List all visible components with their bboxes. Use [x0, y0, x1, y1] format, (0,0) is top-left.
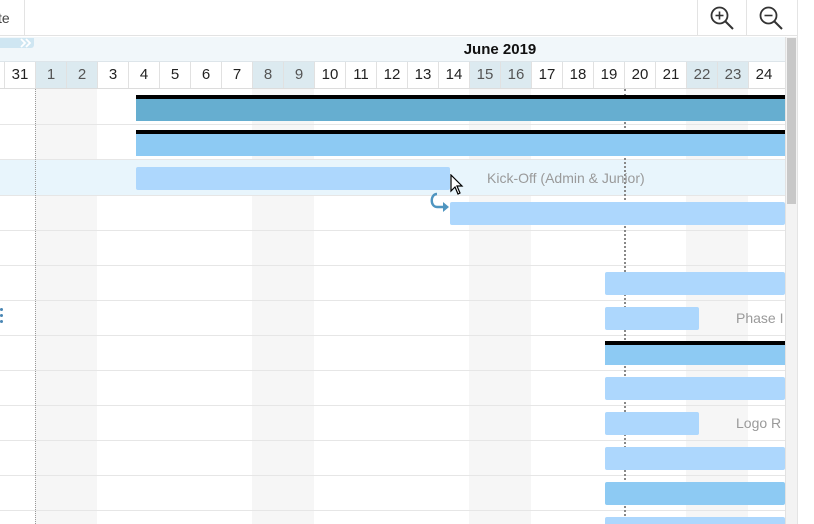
month-label: June 2019	[463, 41, 537, 58]
day-header-cell: 3	[97, 62, 128, 88]
day-header: 31 1 2 3 4 5 6 7 8 9 10 11 12 13 14 15 16 17 18 19 20 21 22 23 2…	[0, 62, 785, 89]
logo-task-bar[interactable]	[605, 412, 699, 435]
task-bar[interactable]	[605, 272, 785, 295]
collapse-panel-button[interactable]	[0, 38, 34, 48]
project-summary-bar[interactable]	[136, 99, 785, 121]
dependency-arrow-icon[interactable]	[428, 191, 452, 215]
row-divider	[0, 195, 785, 196]
day-header-cell: 15	[469, 62, 500, 88]
phase-task-bar[interactable]	[605, 307, 699, 330]
kickoff-task-label: Kick-Off (Admin & Junior)	[487, 170, 645, 186]
column-header-fragment: te	[0, 0, 25, 36]
task-bar[interactable]	[605, 377, 785, 400]
task-bar[interactable]	[450, 202, 785, 225]
row-divider	[0, 159, 785, 160]
parent-task-bar[interactable]	[605, 345, 785, 365]
kickoff-task-bar[interactable]	[136, 167, 450, 190]
day-header-cell: 21	[655, 62, 686, 88]
day-header-cell: 10	[314, 62, 345, 88]
row-divider	[0, 124, 785, 125]
row-divider	[0, 335, 785, 336]
summary-bar-cap	[136, 95, 785, 99]
day-header-cell: 22	[686, 62, 717, 88]
zoom-in-icon	[710, 6, 734, 30]
day-header-cell: 5	[159, 62, 190, 88]
gantt-chart-body[interactable]: Kick-Off (Admin & Junior) Phase I Logo R	[0, 89, 785, 524]
logo-task-label: Logo R	[736, 415, 782, 431]
day-header-cell: 23	[717, 62, 748, 88]
day-header-cell: 31	[4, 62, 35, 88]
parent-bar-cap	[605, 341, 785, 345]
day-header-cell: 24	[748, 62, 779, 88]
day-header-cell: 9	[283, 62, 314, 88]
row-divider	[0, 230, 785, 231]
parent-task-bar[interactable]	[136, 134, 785, 156]
scrollbar-thumb[interactable]	[787, 38, 796, 204]
task-bar[interactable]	[605, 447, 785, 470]
zoom-in-button[interactable]	[697, 0, 746, 36]
row-divider	[0, 440, 785, 441]
vertical-scrollbar[interactable]	[785, 37, 797, 524]
zoom-out-button[interactable]	[746, 0, 795, 36]
day-header-cell: 19	[593, 62, 624, 88]
task-bar[interactable]	[605, 517, 785, 524]
project-start-line	[35, 89, 36, 524]
task-bar[interactable]	[605, 482, 785, 505]
day-header-cell: 17	[531, 62, 562, 88]
zoom-out-icon	[759, 6, 783, 30]
row-divider	[0, 405, 785, 406]
splitter-handle[interactable]	[0, 308, 4, 328]
day-header-cell: 14	[438, 62, 469, 88]
day-header-cell: 7	[221, 62, 252, 88]
month-header: June 2019	[0, 37, 785, 62]
day-header-cell: 18	[562, 62, 593, 88]
weekend-column	[35, 89, 97, 524]
row-divider	[0, 370, 785, 371]
gantt-toolbar: te	[0, 0, 814, 36]
today-marker	[624, 89, 626, 524]
day-header-cell: 12	[376, 62, 407, 88]
parent-bar-cap	[136, 130, 785, 134]
chevron-right-icon	[20, 38, 32, 48]
row-divider	[0, 300, 785, 301]
day-header-cell: 20	[624, 62, 655, 88]
row-divider	[0, 265, 785, 266]
day-header-cell: 4	[128, 62, 159, 88]
day-header-cell: 16	[500, 62, 531, 88]
day-header-cell: 2	[66, 62, 97, 88]
phase-task-label: Phase I	[736, 310, 784, 326]
day-header-cell: 13	[407, 62, 438, 88]
day-header-cell: 6	[190, 62, 221, 88]
mouse-cursor-icon	[450, 174, 464, 195]
day-header-cell: 8	[252, 62, 283, 88]
row-divider	[0, 475, 785, 476]
day-header-cell: 1	[35, 62, 66, 88]
row-divider	[0, 510, 785, 511]
day-header-cell: 11	[345, 62, 376, 88]
right-panel-edge	[797, 0, 814, 524]
